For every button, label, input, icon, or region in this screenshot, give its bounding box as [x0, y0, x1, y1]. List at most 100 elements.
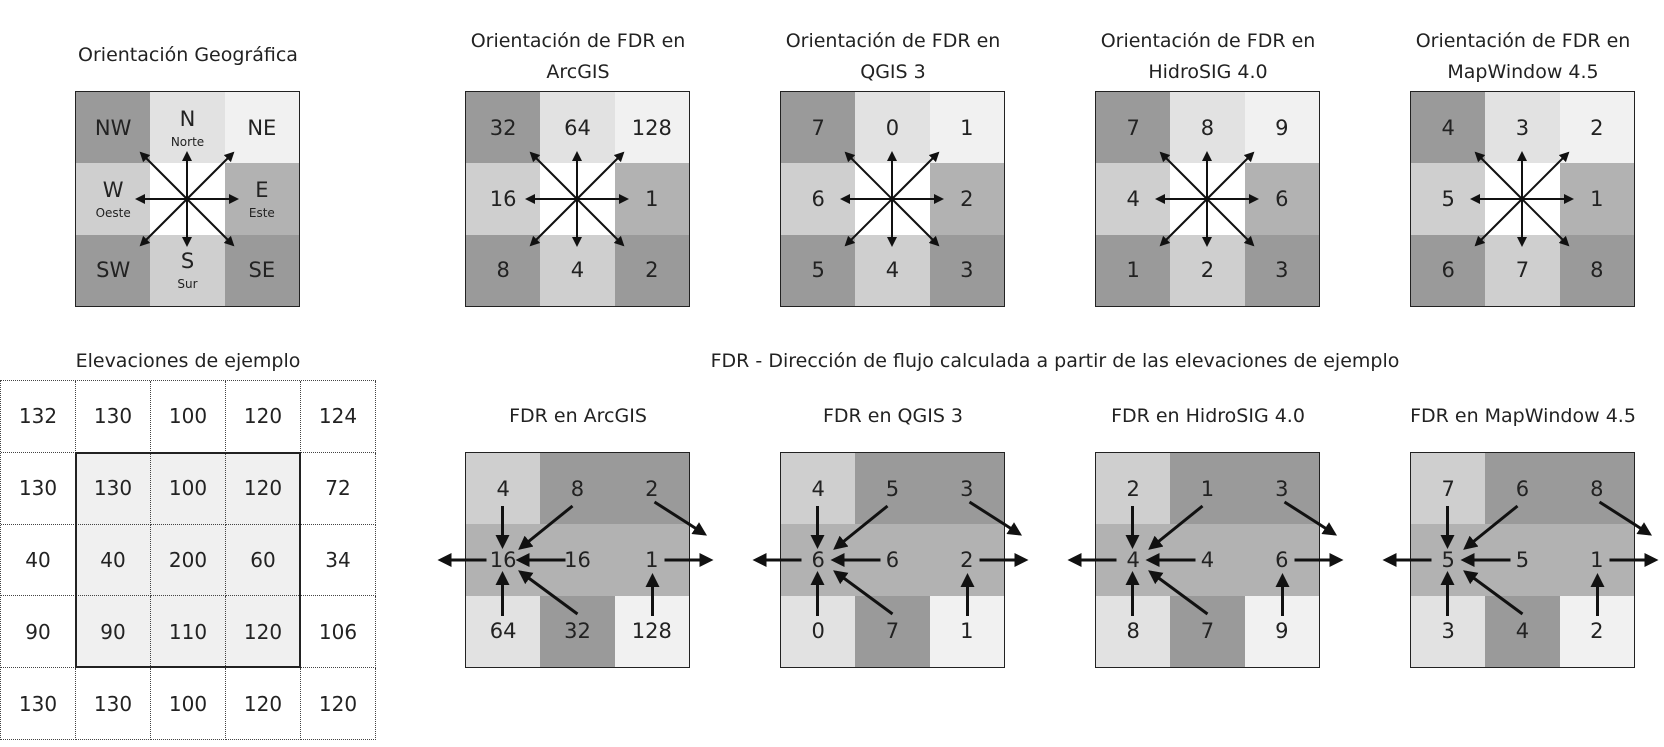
orientation-cell: 64	[540, 92, 615, 164]
cell-value: 5	[1515, 547, 1530, 572]
orientation-cell: 1	[614, 163, 689, 235]
result-cell: 4	[466, 453, 541, 525]
cell-value: 1	[1126, 258, 1140, 283]
result-cell: 9	[1244, 595, 1319, 667]
cell-value: 9	[1275, 115, 1289, 140]
elevation-cell: 100	[151, 452, 226, 525]
cell-value: 3	[1515, 115, 1530, 140]
orientation-title-mapwindow: Orientación de FDR en MapWindow 4.5	[1415, 30, 1631, 83]
orientation-cell: 6	[1244, 163, 1319, 235]
elevation-cell: 40	[76, 524, 151, 597]
cell-value: 2	[960, 186, 974, 211]
cell-value: SW	[96, 258, 131, 283]
cell-value: 128	[631, 115, 672, 140]
cell-value: 3	[960, 476, 974, 501]
cell-value: 3	[960, 258, 974, 283]
cell-value: 8	[1590, 476, 1604, 501]
orientation-cell: 7	[781, 92, 856, 164]
elevation-cell: 100	[151, 381, 226, 453]
result-cell: 4	[781, 453, 856, 525]
result-cell: 7	[1411, 453, 1486, 525]
elevation-cell: 120	[226, 381, 301, 453]
elevation-cell: 72	[301, 452, 376, 525]
cell-value: 4	[1126, 186, 1140, 211]
cell-value: 4	[496, 476, 510, 501]
cell-value: 6	[811, 547, 825, 572]
orientation-cell: 2	[1559, 92, 1634, 164]
orientation-cell: 5	[781, 234, 856, 306]
cell-value: 1	[645, 186, 659, 211]
elevation-cell: 110	[151, 596, 226, 669]
orientation-cell: 4	[1411, 92, 1486, 164]
cell-value: 7	[1441, 476, 1455, 501]
cell-value: 16	[489, 186, 517, 211]
geo-cell	[150, 163, 225, 235]
cell-value: 4	[1515, 619, 1530, 644]
cell-value: 7	[811, 115, 825, 140]
geo-cell: E Este	[224, 163, 299, 235]
elevation-cell: 40	[1, 524, 76, 597]
orientation-cell	[540, 163, 615, 235]
orientation-cell: 16	[466, 163, 541, 235]
orientation-cell: 32	[466, 92, 541, 164]
cell-value: 7	[1126, 115, 1140, 140]
cell-value: 2	[645, 476, 659, 501]
result-title-arcgis: FDR en ArcGIS	[509, 405, 647, 427]
elevation-cell: 120	[226, 596, 301, 669]
geo-cell: NW	[76, 92, 151, 164]
orientation-cell: 4	[1096, 163, 1171, 235]
orientation-cell: 1	[929, 92, 1004, 164]
cell-value: 4	[885, 258, 900, 283]
cell-value: 3	[1441, 619, 1455, 644]
result-cell: 16	[540, 524, 615, 596]
result-cell: 4	[1485, 595, 1560, 667]
elevation-cell: 34	[301, 524, 376, 597]
elevation-cell: 124	[301, 381, 376, 453]
geo-cell: N Norte	[150, 92, 225, 164]
orientation-cell: 2	[929, 163, 1004, 235]
result-cell: 6	[855, 524, 930, 596]
orientation-cell: 2	[1170, 234, 1245, 306]
geo-title: Orientación Geográfica	[78, 44, 298, 66]
orientation-cell: 8	[1170, 92, 1245, 164]
orientation-cell	[1170, 163, 1245, 235]
orientation-cell: 3	[1485, 92, 1560, 164]
orientation-cell: 1	[1559, 163, 1634, 235]
cell-value: 4	[1441, 115, 1455, 140]
cell-value: 2	[1590, 619, 1604, 644]
cell-value: 32	[564, 619, 591, 644]
cell-value: 5	[811, 258, 825, 283]
cell-value: E	[255, 177, 269, 202]
result-cell: 7	[855, 595, 930, 667]
geo-cell: S Sur	[150, 234, 225, 306]
cell-value: 3	[1275, 476, 1289, 501]
orientation-cell: 9	[1244, 92, 1319, 164]
result-cell: 7	[1170, 595, 1245, 667]
result-cell: 128	[614, 595, 689, 667]
result-cell: 1	[1559, 524, 1634, 596]
orientation-cell: 128	[614, 92, 689, 164]
elevation-cell: 130	[76, 452, 151, 525]
cell-value: 1	[960, 115, 974, 140]
elevation-cell: 60	[226, 524, 301, 597]
cell-value: NW	[94, 115, 132, 140]
cell-value: 6	[885, 547, 900, 572]
elevation-table: 132 130 100 120 124 130 130 100 120 72 40 40 200 60 34…	[0, 380, 376, 740]
cell-value: 6	[1441, 258, 1455, 283]
result-cell: 3	[1244, 453, 1319, 525]
result-cell: 8	[1559, 453, 1634, 525]
result-cell: 5	[1411, 524, 1486, 596]
elevations-title: Elevaciones de ejemplo	[75, 350, 301, 372]
orientation-cell: 5	[1411, 163, 1486, 235]
cell-sublabel: Este	[248, 205, 275, 220]
result-cell: 2	[929, 524, 1004, 596]
cell-value: 6	[1515, 476, 1530, 501]
cell-sublabel: Norte	[170, 134, 205, 149]
cell-value: 2	[1200, 258, 1215, 283]
result-grid-qgis: 4 5 3 6 6 2 0 7 1	[780, 452, 1005, 668]
result-title-qgis: FDR en QGIS 3	[822, 405, 964, 427]
orientation-grid-arcgis: 32 64 128 16 1 8 4 2	[465, 91, 690, 307]
elevation-cell: 120	[301, 668, 376, 740]
orientation-cell: 7	[1096, 92, 1171, 164]
cell-value: 8	[1126, 619, 1140, 644]
